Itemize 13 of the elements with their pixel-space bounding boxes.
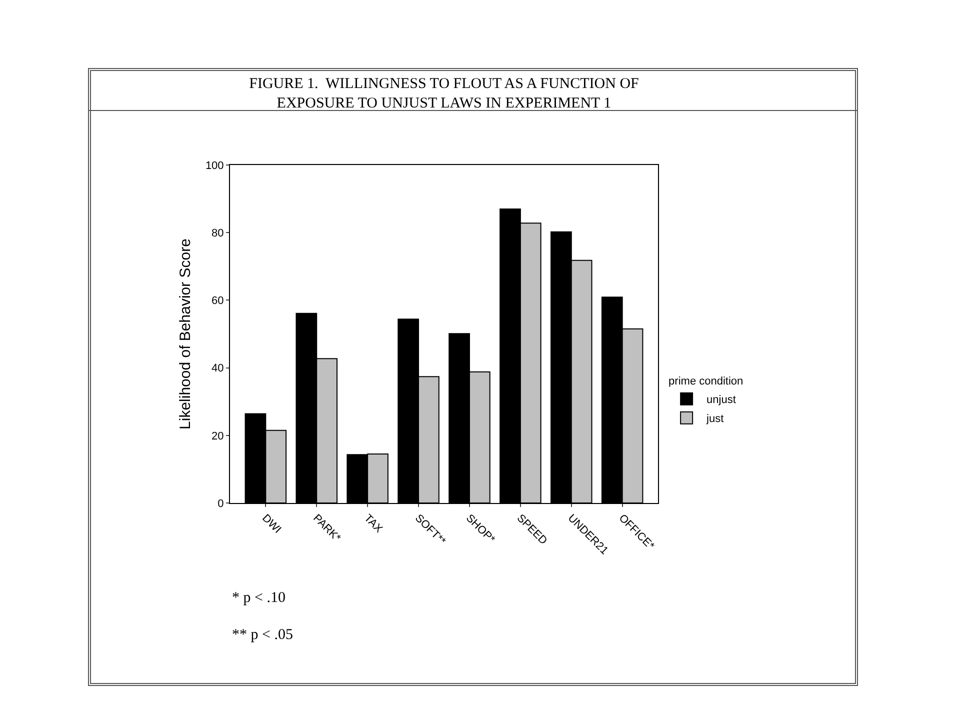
y-tick-label: 40 [212,362,224,375]
legend-label: just [706,413,724,426]
y-tick-label: 100 [205,160,224,172]
y-tick-label: 60 [212,295,224,308]
y-tick-label: 80 [212,227,224,240]
text: ** p < .05 [232,627,293,643]
y-tick-label: 20 [212,430,224,442]
y-axis-title: Likelihood of Behavior Score [177,238,194,430]
text: * p < .10 [232,590,286,606]
legend-title: prime condition [668,375,744,388]
legend-label: unjust [706,394,736,406]
chart-title: FIGURE 1. WILLINGNESS TO FLOUT AS A FUNCTION OF EXPOSURE TO UNJUST LAWS IN EXPERIMENT 1 [249,76,639,112]
y-tick-label: 0 [218,498,224,510]
